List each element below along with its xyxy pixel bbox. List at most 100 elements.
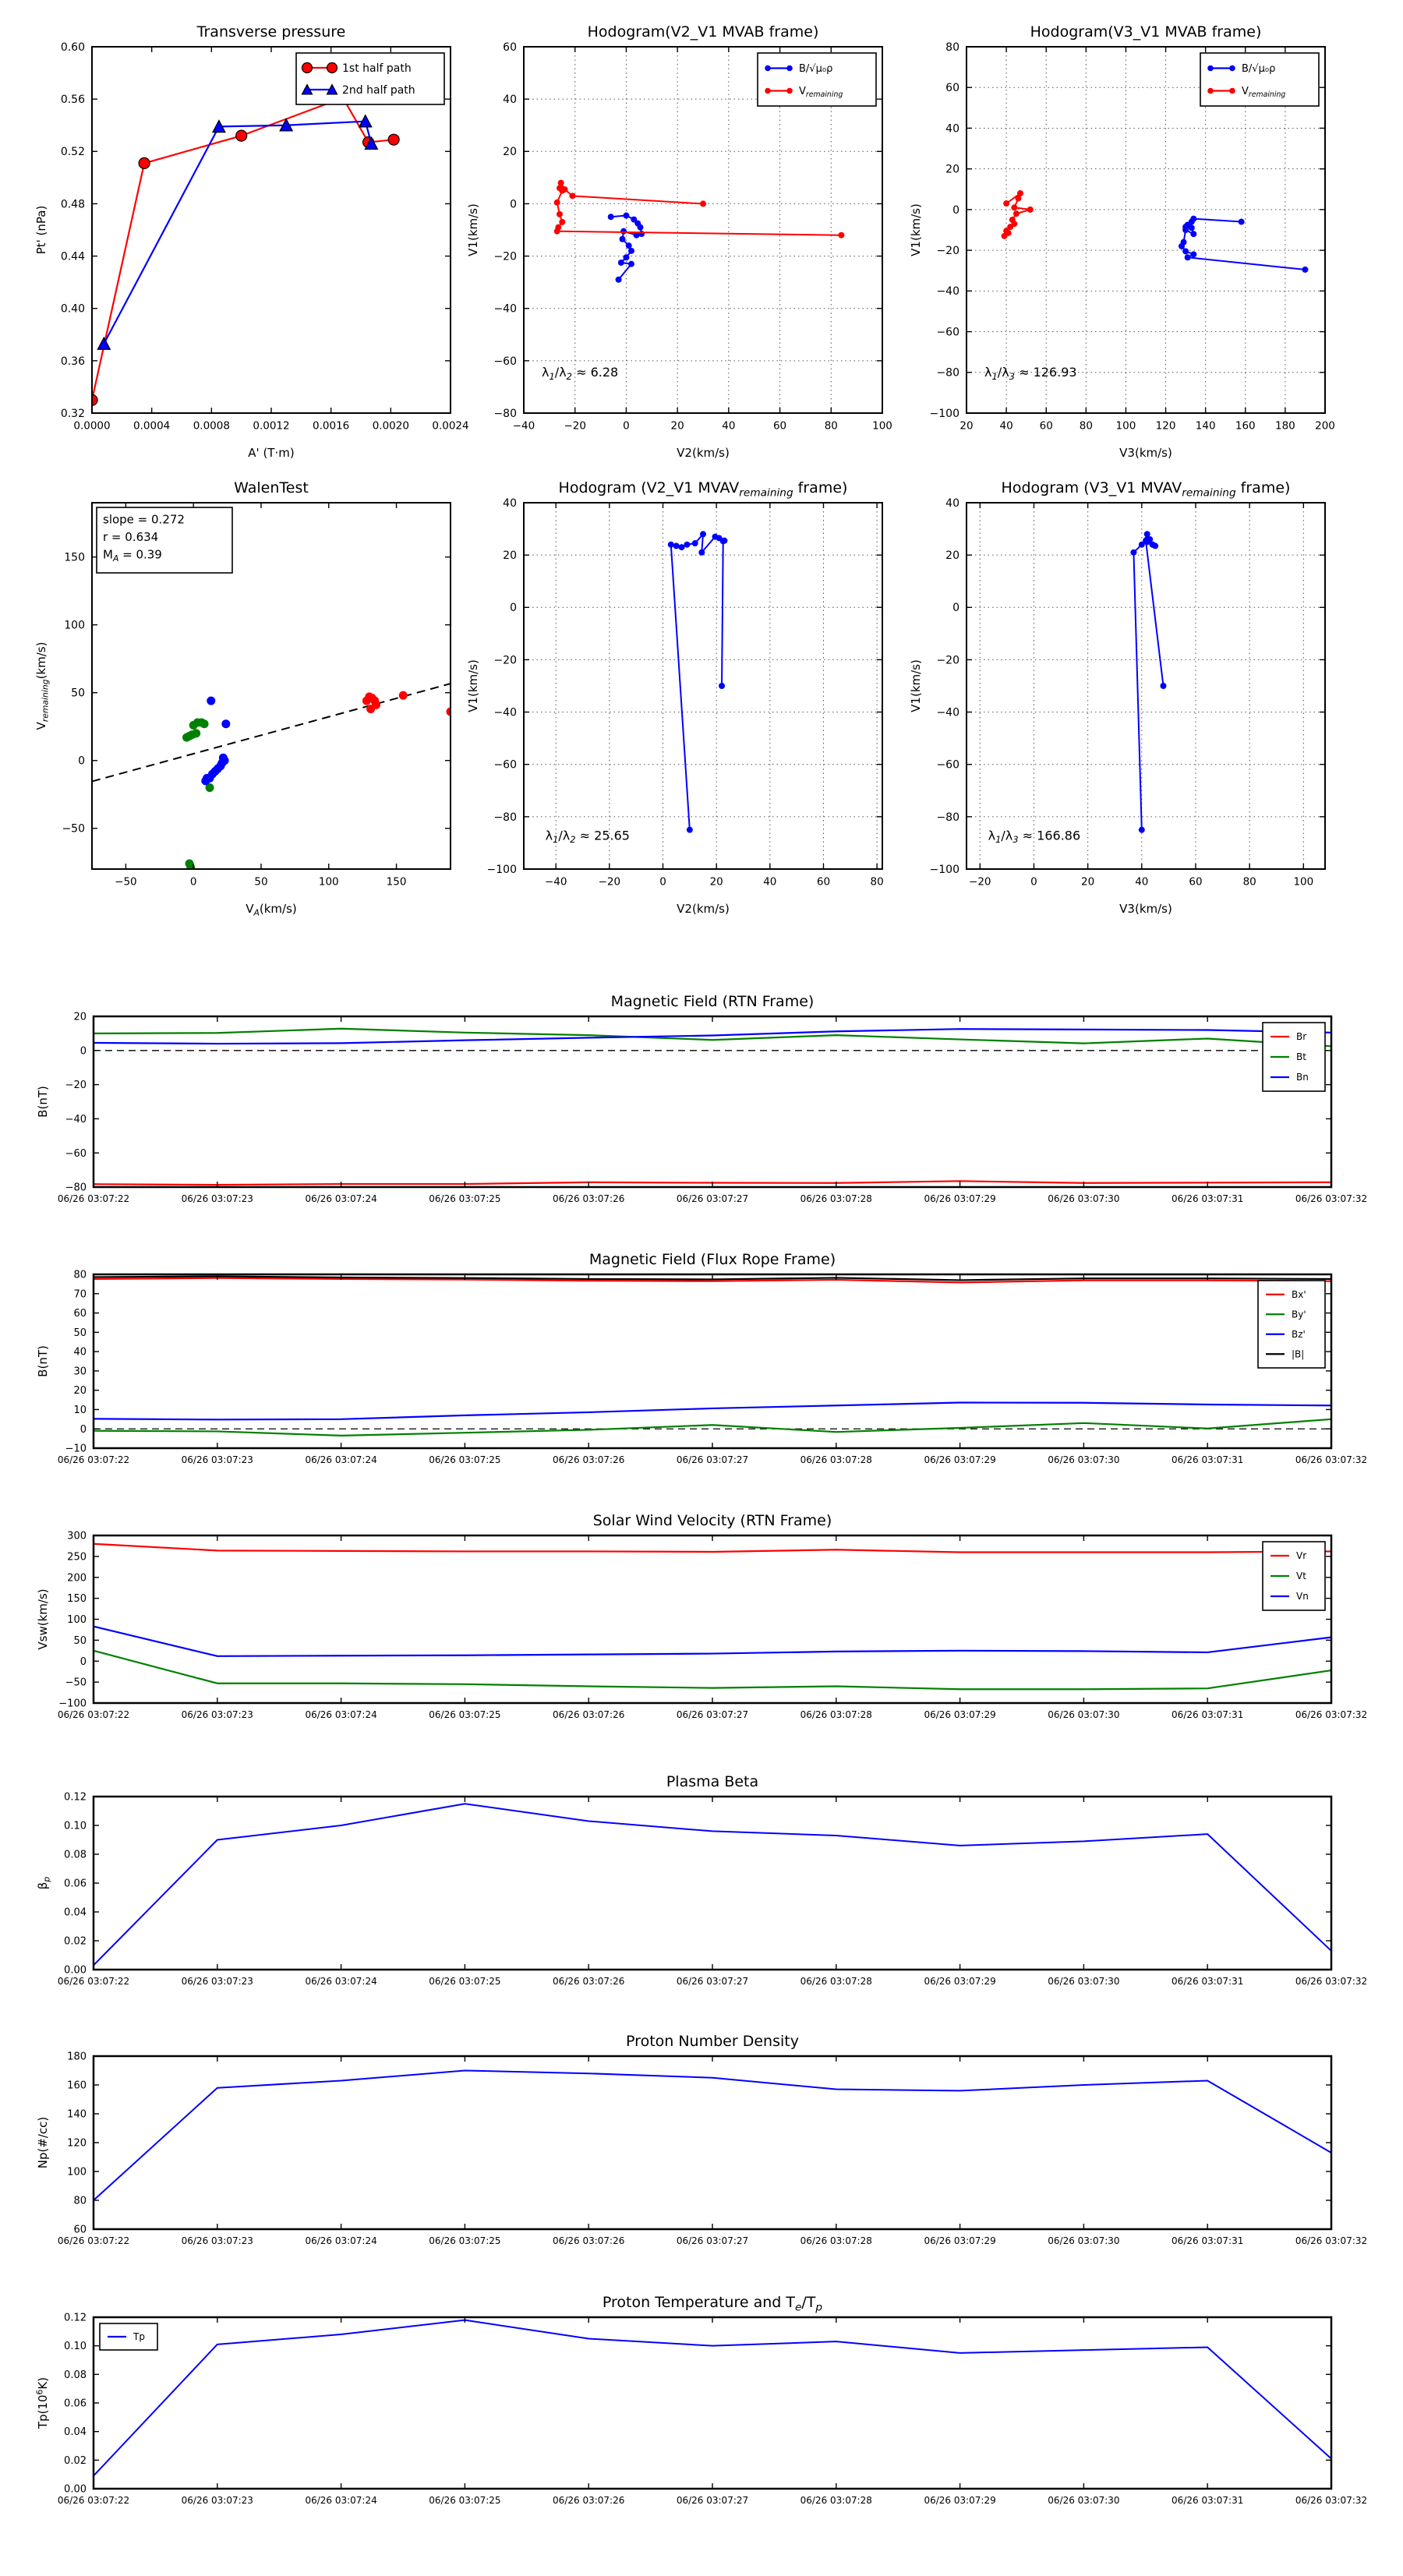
x-tick-label: 06/26 03:07:30	[1048, 2235, 1119, 2246]
marker-dot	[221, 719, 231, 729]
x-tick-label: 06/26 03:07:29	[924, 1454, 995, 1465]
chart-mag-fluxrope: 06/26 03:07:22 06/26 03:07:23 06/26 03:07:…	[36, 1251, 1367, 1465]
series-Vt	[93, 1649, 1332, 1691]
marker-dot	[557, 210, 563, 217]
y-tick-label: 20	[503, 549, 517, 562]
y-tick-label: 250	[67, 1551, 87, 1563]
annotation: λ1/λ2 ≈ 6.28	[542, 365, 618, 382]
legend-label: Br	[1296, 1031, 1306, 1042]
chart-title: WalenTest	[234, 479, 309, 496]
x-tick-label: 06/26 03:07:22	[58, 1976, 129, 1987]
marker-dot	[186, 863, 196, 870]
chart-title: Hodogram (V2_V1 MVAVremaining frame)	[559, 479, 848, 500]
x-tick-label: −20	[564, 420, 586, 433]
y-tick-label: −50	[62, 823, 85, 836]
y-tick-label: 0	[510, 602, 517, 614]
y-tick-label: 0.06	[64, 1878, 87, 1890]
y-tick-label: 0.00	[64, 2484, 87, 2496]
marker-triangle	[279, 118, 294, 132]
x-tick-label: 06/26 03:07:32	[1295, 2235, 1367, 2246]
marker-dot	[1015, 195, 1022, 202]
marker-dot	[607, 214, 614, 221]
x-tick-label: 06/26 03:07:32	[1295, 2495, 1367, 2506]
series-B/√μ₀ρ	[1179, 215, 1309, 273]
marker-dot	[1207, 65, 1214, 72]
y-tick-label: −20	[936, 245, 959, 257]
plot-area-hodogram-v2v1-mvab	[523, 46, 883, 414]
series-By'	[93, 1418, 1332, 1436]
x-tick-label: −40	[513, 420, 535, 433]
marker-dot	[631, 216, 638, 223]
marker-dot	[205, 783, 214, 793]
y-axis-label: V1(km/s)	[909, 659, 923, 712]
y-tick-label: 0	[80, 1424, 87, 1436]
x-tick-label: 40	[722, 420, 735, 433]
x-tick-label: 06/26 03:07:30	[1048, 2495, 1119, 2506]
y-tick-label: −40	[493, 303, 517, 316]
marker-dot	[559, 187, 566, 194]
legend: Vr Vt Vn	[1262, 1541, 1326, 1611]
y-axis-label: B(nT)	[36, 1086, 50, 1118]
x-tick-label: 06/26 03:07:26	[553, 1193, 624, 1204]
marker-dot	[1012, 210, 1020, 217]
marker-dot	[765, 87, 771, 94]
info-line: r = 0.634	[103, 530, 158, 544]
chart-hodogram-v2v1-mvab: −40 −20 0 20 40 60 80 100 −80 −60 −40 −20 0 20 40 60 Hod…	[466, 23, 892, 460]
x-tick-label: 06/26 03:07:28	[800, 2235, 872, 2246]
chart-mag-rtn: 06/26 03:07:22 06/26 03:07:23 06/26 03:07:…	[36, 993, 1367, 1204]
legend-label: Vr	[1296, 1550, 1306, 1561]
chart-title: Hodogram(V2_V1 MVAB frame)	[588, 23, 819, 41]
marker-dot	[372, 700, 381, 709]
x-tick-label: 06/26 03:07:28	[800, 2495, 872, 2506]
x-tick-label: 06/26 03:07:25	[429, 1193, 500, 1204]
marker-dot	[1027, 206, 1034, 213]
y-tick-label: 140	[67, 2109, 87, 2121]
legend: Tp	[99, 2323, 158, 2351]
x-tick-label: 06/26 03:07:28	[800, 1976, 872, 1987]
marker-dot	[1005, 229, 1012, 236]
series-middle-points	[201, 696, 231, 786]
x-tick-label: 06/26 03:07:32	[1295, 1454, 1367, 1465]
y-tick-label: 20	[945, 549, 959, 562]
series-Bt	[93, 1027, 1332, 1048]
x-tick-label: 0	[623, 420, 630, 433]
y-axis-label: V1(km/s)	[909, 203, 923, 256]
x-tick-label: 180	[1275, 420, 1295, 433]
x-tick-label: 06/26 03:07:31	[1172, 2495, 1243, 2506]
axes-frame	[966, 46, 1326, 414]
marker-dot	[625, 242, 632, 249]
x-tick-label: 140	[1196, 420, 1216, 433]
marker-dot	[1229, 87, 1235, 94]
legend-label: Tp	[133, 2331, 145, 2342]
marker-dot	[686, 826, 693, 833]
marker-dot	[1017, 190, 1023, 196]
x-tick-label: 06/26 03:07:28	[800, 1709, 872, 1720]
plot-area-transverse-pressure	[91, 91, 400, 406]
x-tick-label: 06/26 03:07:23	[182, 2235, 253, 2246]
axes-frame	[92, 1534, 1333, 1705]
x-tick-label: 120	[1156, 420, 1176, 433]
x-tick-label: 06/26 03:07:26	[553, 1454, 624, 1465]
x-tick-label: 150	[387, 876, 407, 889]
marker-triangle	[326, 83, 338, 95]
plot-area-hodogram-v3v1-mvav	[967, 502, 1325, 870]
y-tick-label: −20	[493, 654, 517, 666]
marker-dot	[1160, 683, 1167, 689]
x-tick-label: 80	[1243, 876, 1256, 889]
legend-label: Vremaining	[1242, 86, 1285, 99]
chart-title: Proton Temperature and Te/Tp	[603, 2294, 823, 2314]
x-tick-label: 0.0004	[133, 420, 170, 433]
y-tick-label: 0.10	[64, 2341, 87, 2352]
y-tick-label: 60	[503, 41, 517, 54]
chart-plasma-beta: 06/26 03:07:22 06/26 03:07:23 06/26 03:07:…	[36, 1773, 1367, 1987]
x-tick-label: 06/26 03:07:25	[429, 2235, 500, 2246]
chart-hodogram-v3v1-mvab: 20 40 60 80 100 120 140 160 180 200−100−80−60−40−…	[909, 23, 1335, 460]
y-tick-label: 60	[73, 2224, 87, 2236]
marker-dot	[559, 218, 566, 225]
y-tick-label: −50	[65, 1677, 87, 1689]
marker-dot	[1143, 537, 1149, 544]
x-tick-label: 06/26 03:07:26	[553, 2495, 624, 2506]
marker-triangle	[358, 114, 373, 128]
